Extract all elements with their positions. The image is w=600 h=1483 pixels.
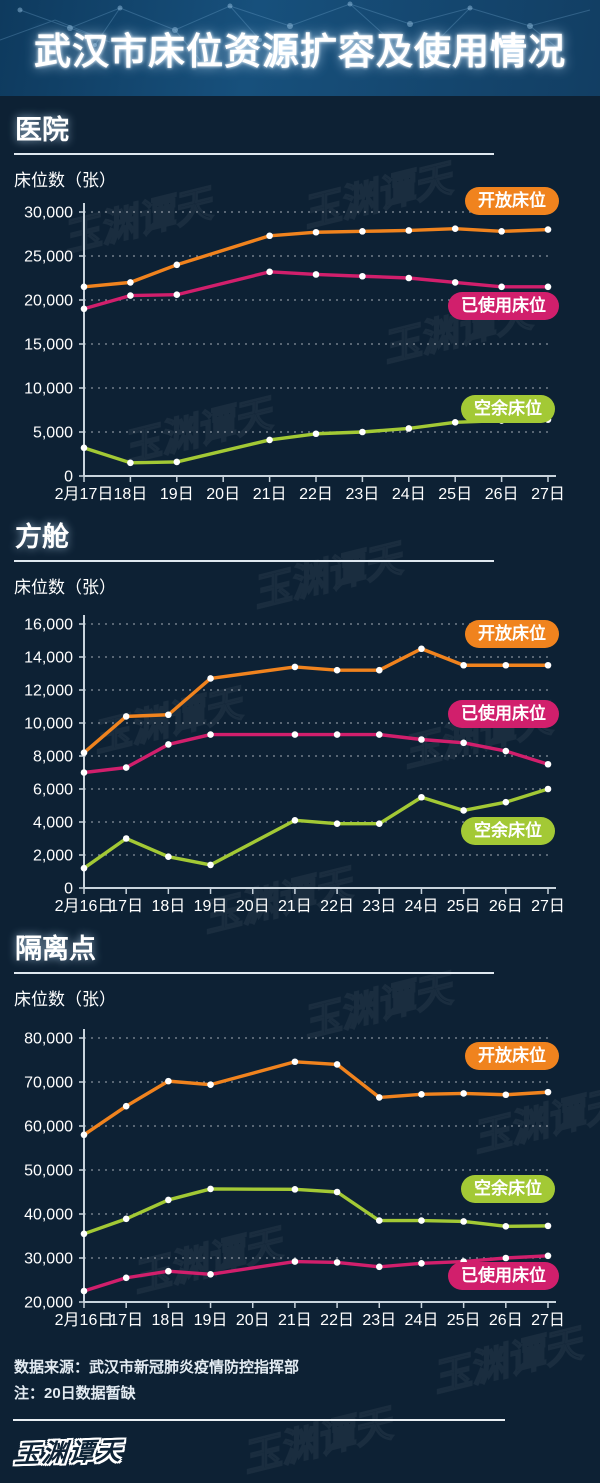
section-divider xyxy=(14,972,494,974)
svg-text:26日: 26日 xyxy=(489,898,523,915)
section-isolation: 隔离点 床位数（张） 20,000 30,000 40,000 50,000 60,00… xyxy=(0,932,600,1329)
legend-free-beds: 空余床位 xyxy=(461,395,555,423)
svg-text:70,000: 70,000 xyxy=(24,1075,73,1092)
svg-text:23日: 23日 xyxy=(345,486,379,503)
footer: 数据来源：武汉市新冠肺炎疫情防控指挥部 注：20日数据暂缺 玉渊谭天 xyxy=(0,1355,600,1469)
footer-divider xyxy=(13,1419,505,1421)
svg-text:0: 0 xyxy=(64,469,73,486)
svg-text:20日: 20日 xyxy=(206,486,240,503)
svg-text:60,000: 60,000 xyxy=(24,1119,73,1136)
svg-text:30,000: 30,000 xyxy=(24,205,73,222)
svg-text:5,000: 5,000 xyxy=(33,425,73,442)
svg-text:8,000: 8,000 xyxy=(33,749,73,766)
y-axis-title: 床位数（张） xyxy=(14,990,116,1009)
svg-text:20,000: 20,000 xyxy=(24,293,73,310)
svg-text:27日: 27日 xyxy=(531,1312,565,1329)
section-fangcang: 方舱 床位数（张） 0 2,000 4,000 6,000 8,000 10,000 12,… xyxy=(0,520,600,915)
svg-text:22日: 22日 xyxy=(299,486,333,503)
svg-text:22日: 22日 xyxy=(320,898,354,915)
svg-text:21日: 21日 xyxy=(278,1312,312,1329)
y-axis-title: 床位数（张） xyxy=(14,578,116,597)
legend-open-beds: 开放床位 xyxy=(465,187,559,215)
section-title-hospital: 医院 xyxy=(15,115,69,145)
svg-text:19日: 19日 xyxy=(194,898,228,915)
svg-text:20日: 20日 xyxy=(236,1312,270,1329)
svg-text:25日: 25日 xyxy=(447,898,481,915)
svg-text:19日: 19日 xyxy=(160,486,194,503)
svg-text:15,000: 15,000 xyxy=(24,337,73,354)
title-band: 武汉市床位资源扩容及使用情况 xyxy=(0,0,600,96)
svg-text:18日: 18日 xyxy=(151,1312,185,1329)
svg-text:23日: 23日 xyxy=(362,1312,396,1329)
legend-used-beds: 已使用床位 xyxy=(448,1262,559,1290)
network-pattern-decoration xyxy=(0,1,591,61)
legend-open-beds: 开放床位 xyxy=(465,620,559,648)
data-source-text: 数据来源：武汉市新冠肺炎疫情防控指挥部 xyxy=(14,1359,300,1376)
svg-text:80,000: 80,000 xyxy=(24,1031,73,1048)
svg-text:23日: 23日 xyxy=(362,898,396,915)
legend-open-beds: 开放床位 xyxy=(465,1042,559,1070)
svg-text:2月16日: 2月16日 xyxy=(55,1312,114,1329)
svg-text:18日: 18日 xyxy=(113,486,147,503)
section-title-isolation: 隔离点 xyxy=(15,934,96,964)
legend-free-beds: 空余床位 xyxy=(461,817,555,845)
svg-text:12,000: 12,000 xyxy=(24,683,73,700)
svg-text:20,000: 20,000 xyxy=(24,1295,73,1312)
page-title: 武汉市床位资源扩容及使用情况 xyxy=(34,31,566,72)
svg-text:40,000: 40,000 xyxy=(24,1207,73,1224)
svg-text:24日: 24日 xyxy=(405,898,439,915)
y-axis-title: 床位数（张） xyxy=(14,171,116,190)
svg-text:10,000: 10,000 xyxy=(24,716,73,733)
footnote-text: 注：20日数据暂缺 xyxy=(14,1385,136,1402)
svg-text:22日: 22日 xyxy=(320,1312,354,1329)
svg-text:14,000: 14,000 xyxy=(24,650,73,667)
section-title-fangcang: 方舱 xyxy=(15,522,69,552)
svg-text:0: 0 xyxy=(64,881,73,898)
isolation-line-chart: 20,000 30,000 40,000 50,000 60,000 70,000 80,0… xyxy=(24,1029,565,1329)
svg-text:20日: 20日 xyxy=(236,898,270,915)
svg-text:2月17日: 2月17日 xyxy=(55,486,114,503)
svg-text:4,000: 4,000 xyxy=(33,815,73,832)
svg-text:50,000: 50,000 xyxy=(24,1163,73,1180)
svg-text:2月16日: 2月16日 xyxy=(55,898,114,915)
svg-text:30,000: 30,000 xyxy=(24,1251,73,1268)
svg-text:26日: 26日 xyxy=(489,1312,523,1329)
svg-text:6,000: 6,000 xyxy=(33,782,73,799)
svg-text:17日: 17日 xyxy=(109,1312,143,1329)
fangcang-line-chart: 0 2,000 4,000 6,000 8,000 10,000 12,000 14,000 1… xyxy=(24,615,565,915)
svg-text:21日: 21日 xyxy=(253,486,287,503)
section-divider xyxy=(14,560,494,562)
svg-text:18日: 18日 xyxy=(151,898,185,915)
legend-free-beds: 空余床位 xyxy=(461,1175,555,1203)
legend-used-beds: 已使用床位 xyxy=(448,700,559,728)
svg-text:27日: 27日 xyxy=(531,898,565,915)
svg-text:10,000: 10,000 xyxy=(24,381,73,398)
svg-text:26日: 26日 xyxy=(485,486,519,503)
section-hospital: 医院 床位数（张） 0 5,000 10,000 15,000 20,000 25,000… xyxy=(0,113,600,503)
svg-text:17日: 17日 xyxy=(109,898,143,915)
svg-text:2,000: 2,000 xyxy=(33,848,73,865)
hospital-line-chart: 0 5,000 10,000 15,000 20,000 25,000 30,000 2月17… xyxy=(24,203,565,503)
svg-text:27日: 27日 xyxy=(531,486,565,503)
svg-text:24日: 24日 xyxy=(405,1312,439,1329)
svg-text:19日: 19日 xyxy=(194,1312,228,1329)
svg-text:25日: 25日 xyxy=(447,1312,481,1329)
svg-text:25,000: 25,000 xyxy=(24,249,73,266)
svg-text:25日: 25日 xyxy=(438,486,472,503)
section-divider xyxy=(14,153,494,155)
brand-logo: 玉渊谭天 xyxy=(13,1437,125,1469)
svg-text:21日: 21日 xyxy=(278,898,312,915)
svg-text:16,000: 16,000 xyxy=(24,617,73,634)
svg-text:24日: 24日 xyxy=(392,486,426,503)
legend-used-beds: 已使用床位 xyxy=(448,292,559,320)
